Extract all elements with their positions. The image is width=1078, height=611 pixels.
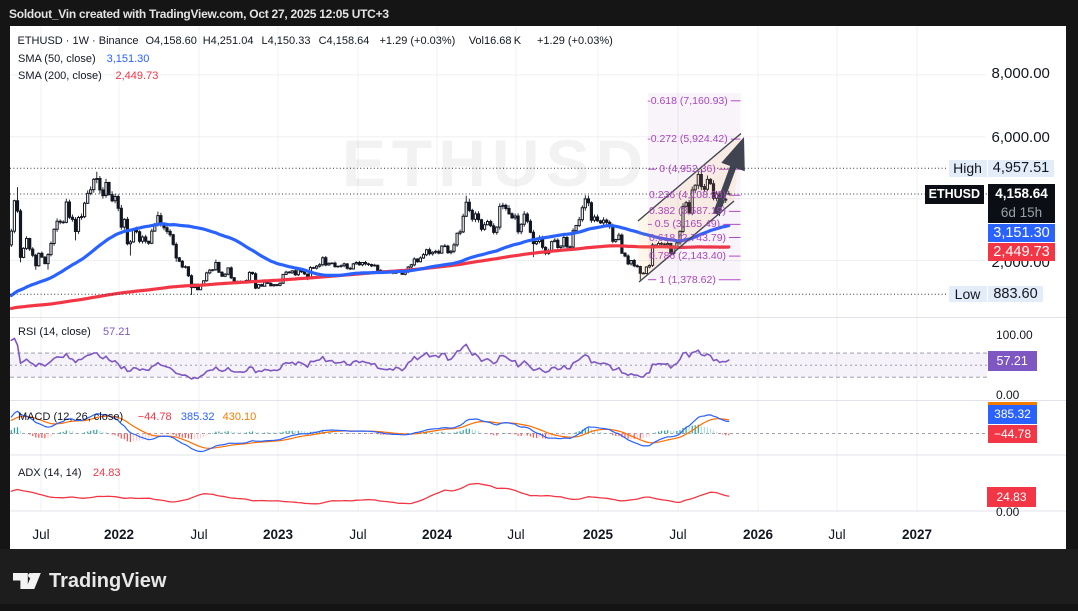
svg-text:ETHUSD: ETHUSD xyxy=(342,126,649,200)
